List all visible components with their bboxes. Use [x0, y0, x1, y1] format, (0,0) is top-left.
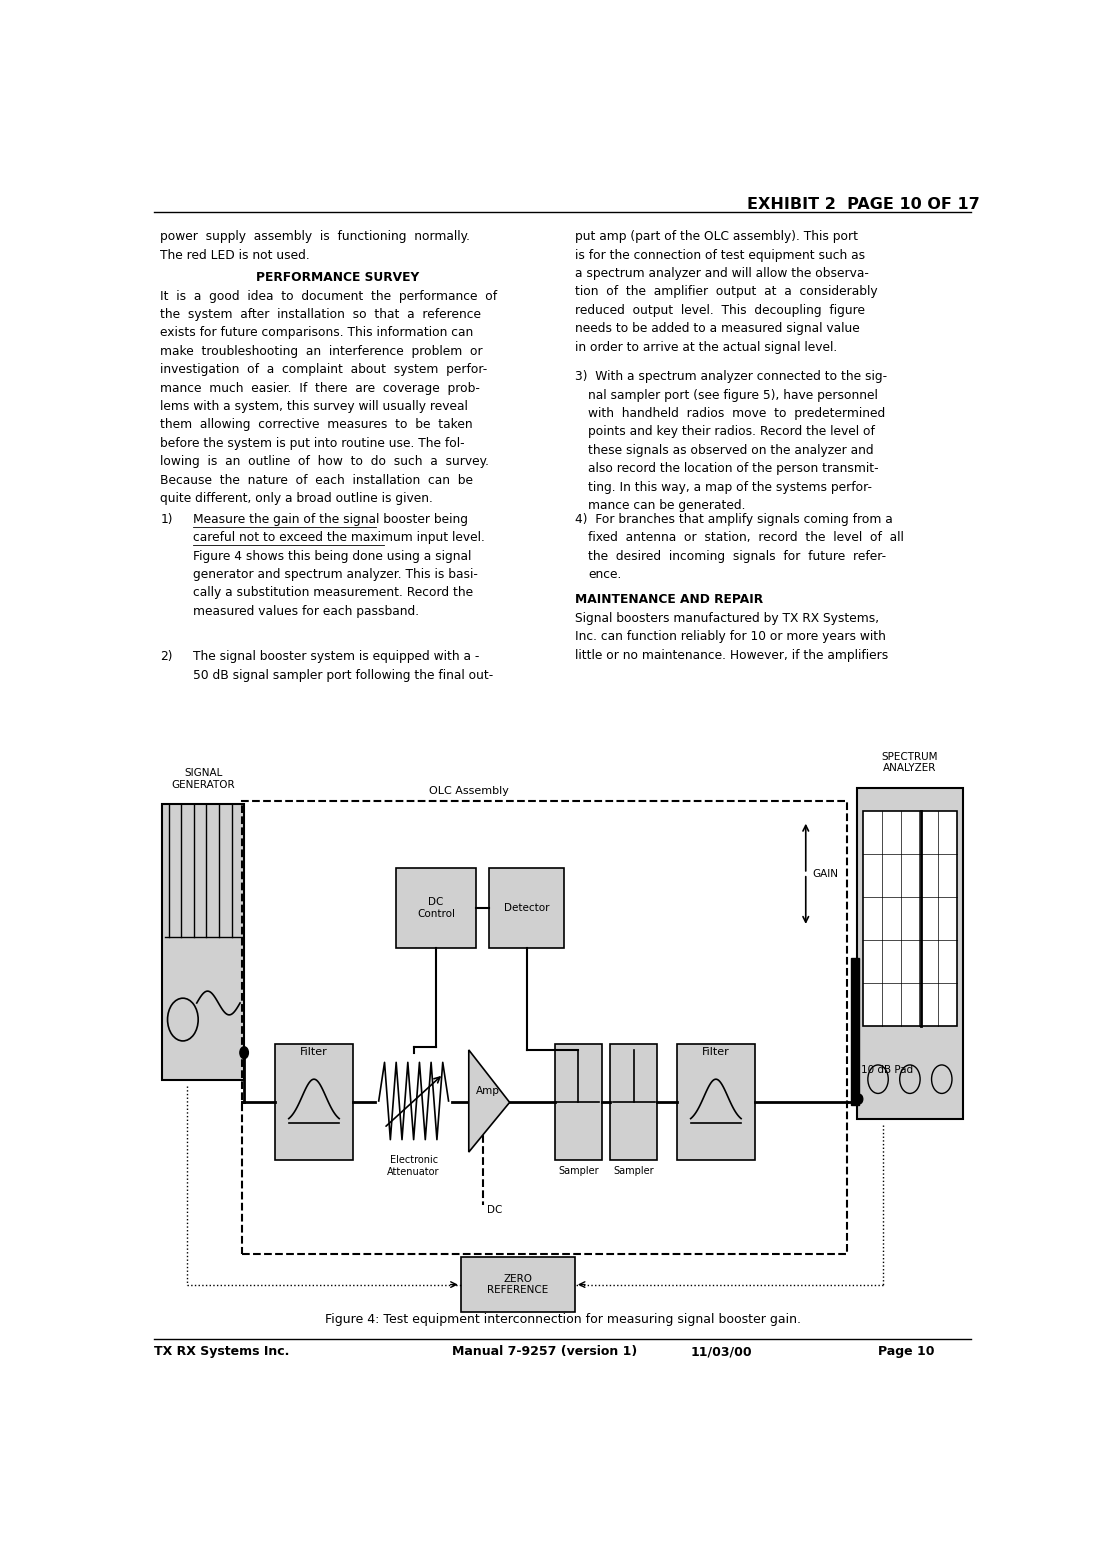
Text: DC
Control: DC Control	[417, 897, 455, 919]
Circle shape	[168, 998, 198, 1041]
Text: fixed  antenna  or  station,  record  the  level  of  all: fixed antenna or station, record the lev…	[589, 530, 904, 544]
Text: lems with a system, this survey will usually reveal: lems with a system, this survey will usu…	[160, 399, 468, 413]
Text: 3)  With a spectrum analyzer connected to the sig-: 3) With a spectrum analyzer connected to…	[575, 370, 887, 384]
Text: 10 dB Pad: 10 dB Pad	[861, 1066, 914, 1075]
FancyBboxPatch shape	[677, 1044, 754, 1160]
Text: in order to arrive at the actual signal level.: in order to arrive at the actual signal …	[575, 341, 838, 353]
Text: generator and spectrum analyzer. This is basi-: generator and spectrum analyzer. This is…	[192, 567, 478, 581]
Text: 1): 1)	[160, 513, 172, 526]
Text: GAIN: GAIN	[813, 868, 839, 879]
Text: Figure 4 shows this being done using a signal: Figure 4 shows this being done using a s…	[192, 549, 471, 563]
Text: SIGNAL
GENERATOR: SIGNAL GENERATOR	[171, 768, 235, 790]
Text: investigation  of  a  complaint  about  system  perfor-: investigation of a complaint about syste…	[160, 362, 488, 376]
Text: SPECTRUM
ANALYZER: SPECTRUM ANALYZER	[882, 752, 938, 774]
Text: reduced  output  level.  This  decoupling  figure: reduced output level. This decoupling fi…	[575, 304, 865, 316]
Text: is for the connection of test equipment such as: is for the connection of test equipment …	[575, 248, 865, 262]
Text: DC: DC	[488, 1204, 503, 1215]
Circle shape	[867, 1066, 888, 1093]
Text: tion  of  the  amplifier  output  at  a  considerably: tion of the amplifier output at a consid…	[575, 285, 878, 298]
FancyBboxPatch shape	[856, 788, 963, 1119]
Text: lowing  is  an  outline  of  how  to  do  such  a  survey.: lowing is an outline of how to do such a…	[160, 455, 490, 469]
Text: PERFORMANCE SURVEY: PERFORMANCE SURVEY	[256, 270, 418, 284]
FancyBboxPatch shape	[610, 1044, 658, 1160]
Text: ence.: ence.	[589, 567, 621, 581]
Text: the  system  after  installation  so  that  a  reference: the system after installation so that a …	[160, 308, 481, 321]
Text: needs to be added to a measured signal value: needs to be added to a measured signal v…	[575, 322, 860, 335]
Text: Detector: Detector	[504, 902, 549, 913]
Text: measured values for each passband.: measured values for each passband.	[192, 604, 418, 618]
Circle shape	[899, 1066, 920, 1093]
Text: Because  the  nature  of  each  installation  can  be: Because the nature of each installation …	[160, 473, 473, 487]
Text: The signal booster system is equipped with a -: The signal booster system is equipped wi…	[192, 651, 479, 663]
Text: Filter: Filter	[702, 1047, 730, 1056]
Circle shape	[931, 1066, 952, 1093]
Text: with  handheld  radios  move  to  predetermined: with handheld radios move to predetermin…	[589, 407, 885, 419]
Text: them  allowing  corrective  measures  to  be  taken: them allowing corrective measures to be …	[160, 418, 473, 432]
Text: mance can be generated.: mance can be generated.	[589, 500, 746, 512]
Text: Electronic
Attenuator: Electronic Attenuator	[388, 1155, 440, 1177]
FancyBboxPatch shape	[396, 868, 477, 948]
Text: Manual 7-9257 (version 1): Manual 7-9257 (version 1)	[452, 1345, 637, 1359]
Text: The red LED is not used.: The red LED is not used.	[160, 250, 310, 262]
Circle shape	[856, 1095, 863, 1104]
Text: nal sampler port (see figure 5), have personnel: nal sampler port (see figure 5), have pe…	[589, 389, 878, 401]
Text: Filter: Filter	[300, 1047, 328, 1056]
Text: Figure 4: Test equipment interconnection for measuring signal booster gain.: Figure 4: Test equipment interconnection…	[325, 1314, 800, 1326]
Text: power  supply  assembly  is  functioning  normally.: power supply assembly is functioning nor…	[160, 230, 470, 244]
Text: 2): 2)	[160, 651, 172, 663]
Text: before the system is put into routine use. The fol-: before the system is put into routine us…	[160, 436, 464, 450]
Text: make  troubleshooting  an  interference  problem  or: make troubleshooting an interference pro…	[160, 345, 483, 358]
Text: 50 dB signal sampler port following the final out-: 50 dB signal sampler port following the …	[192, 669, 493, 682]
FancyBboxPatch shape	[554, 1044, 602, 1160]
Text: OLC Assembly: OLC Assembly	[429, 785, 508, 796]
Text: mance  much  easier.  If  there  are  coverage  prob-: mance much easier. If there are coverage…	[160, 381, 480, 395]
Text: these signals as observed on the analyzer and: these signals as observed on the analyze…	[589, 444, 874, 456]
Text: ting. In this way, a map of the systems perfor-: ting. In this way, a map of the systems …	[589, 481, 872, 493]
Text: 11/03/00: 11/03/00	[691, 1345, 752, 1359]
Text: EXHIBIT 2  PAGE 10 OF 17: EXHIBIT 2 PAGE 10 OF 17	[747, 197, 979, 211]
Text: 4)  For branches that amplify signals coming from a: 4) For branches that amplify signals com…	[575, 513, 894, 526]
Text: Signal boosters manufactured by TX RX Systems,: Signal boosters manufactured by TX RX Sy…	[575, 612, 879, 625]
Text: MAINTENANCE AND REPAIR: MAINTENANCE AND REPAIR	[575, 594, 763, 606]
Text: a spectrum analyzer and will allow the observa-: a spectrum analyzer and will allow the o…	[575, 267, 870, 281]
FancyBboxPatch shape	[461, 1257, 575, 1312]
Text: ZERO
REFERENCE: ZERO REFERENCE	[488, 1274, 548, 1295]
Text: also record the location of the person transmit-: also record the location of the person t…	[589, 463, 878, 475]
Circle shape	[239, 1047, 248, 1059]
FancyBboxPatch shape	[490, 868, 564, 948]
FancyBboxPatch shape	[863, 811, 956, 1025]
Text: exists for future comparisons. This information can: exists for future comparisons. This info…	[160, 327, 473, 339]
Polygon shape	[469, 1050, 509, 1152]
Text: cally a substitution measurement. Record the: cally a substitution measurement. Record…	[192, 586, 472, 600]
Text: careful not to exceed the maximum input level.: careful not to exceed the maximum input …	[192, 530, 484, 544]
Text: points and key their radios. Record the level of: points and key their radios. Record the …	[589, 426, 875, 438]
Text: Inc. can function reliably for 10 or more years with: Inc. can function reliably for 10 or mor…	[575, 631, 886, 643]
Text: little or no maintenance. However, if the amplifiers: little or no maintenance. However, if th…	[575, 649, 888, 662]
Text: Sampler: Sampler	[558, 1166, 598, 1177]
Text: quite different, only a broad outline is given.: quite different, only a broad outline is…	[160, 492, 433, 504]
Text: It  is  a  good  idea  to  document  the  performance  of: It is a good idea to document the perfor…	[160, 290, 497, 302]
Text: Measure the gain of the signal booster being: Measure the gain of the signal booster b…	[192, 513, 468, 526]
FancyBboxPatch shape	[851, 959, 860, 1106]
Text: the  desired  incoming  signals  for  future  refer-: the desired incoming signals for future …	[589, 549, 886, 563]
Text: Amp: Amp	[475, 1087, 500, 1096]
FancyBboxPatch shape	[276, 1044, 352, 1160]
Text: put amp (part of the OLC assembly). This port: put amp (part of the OLC assembly). This…	[575, 230, 859, 244]
Text: TX RX Systems Inc.: TX RX Systems Inc.	[154, 1345, 290, 1359]
FancyBboxPatch shape	[163, 805, 244, 1081]
Text: Page 10: Page 10	[877, 1345, 934, 1359]
Text: Sampler: Sampler	[614, 1166, 654, 1177]
